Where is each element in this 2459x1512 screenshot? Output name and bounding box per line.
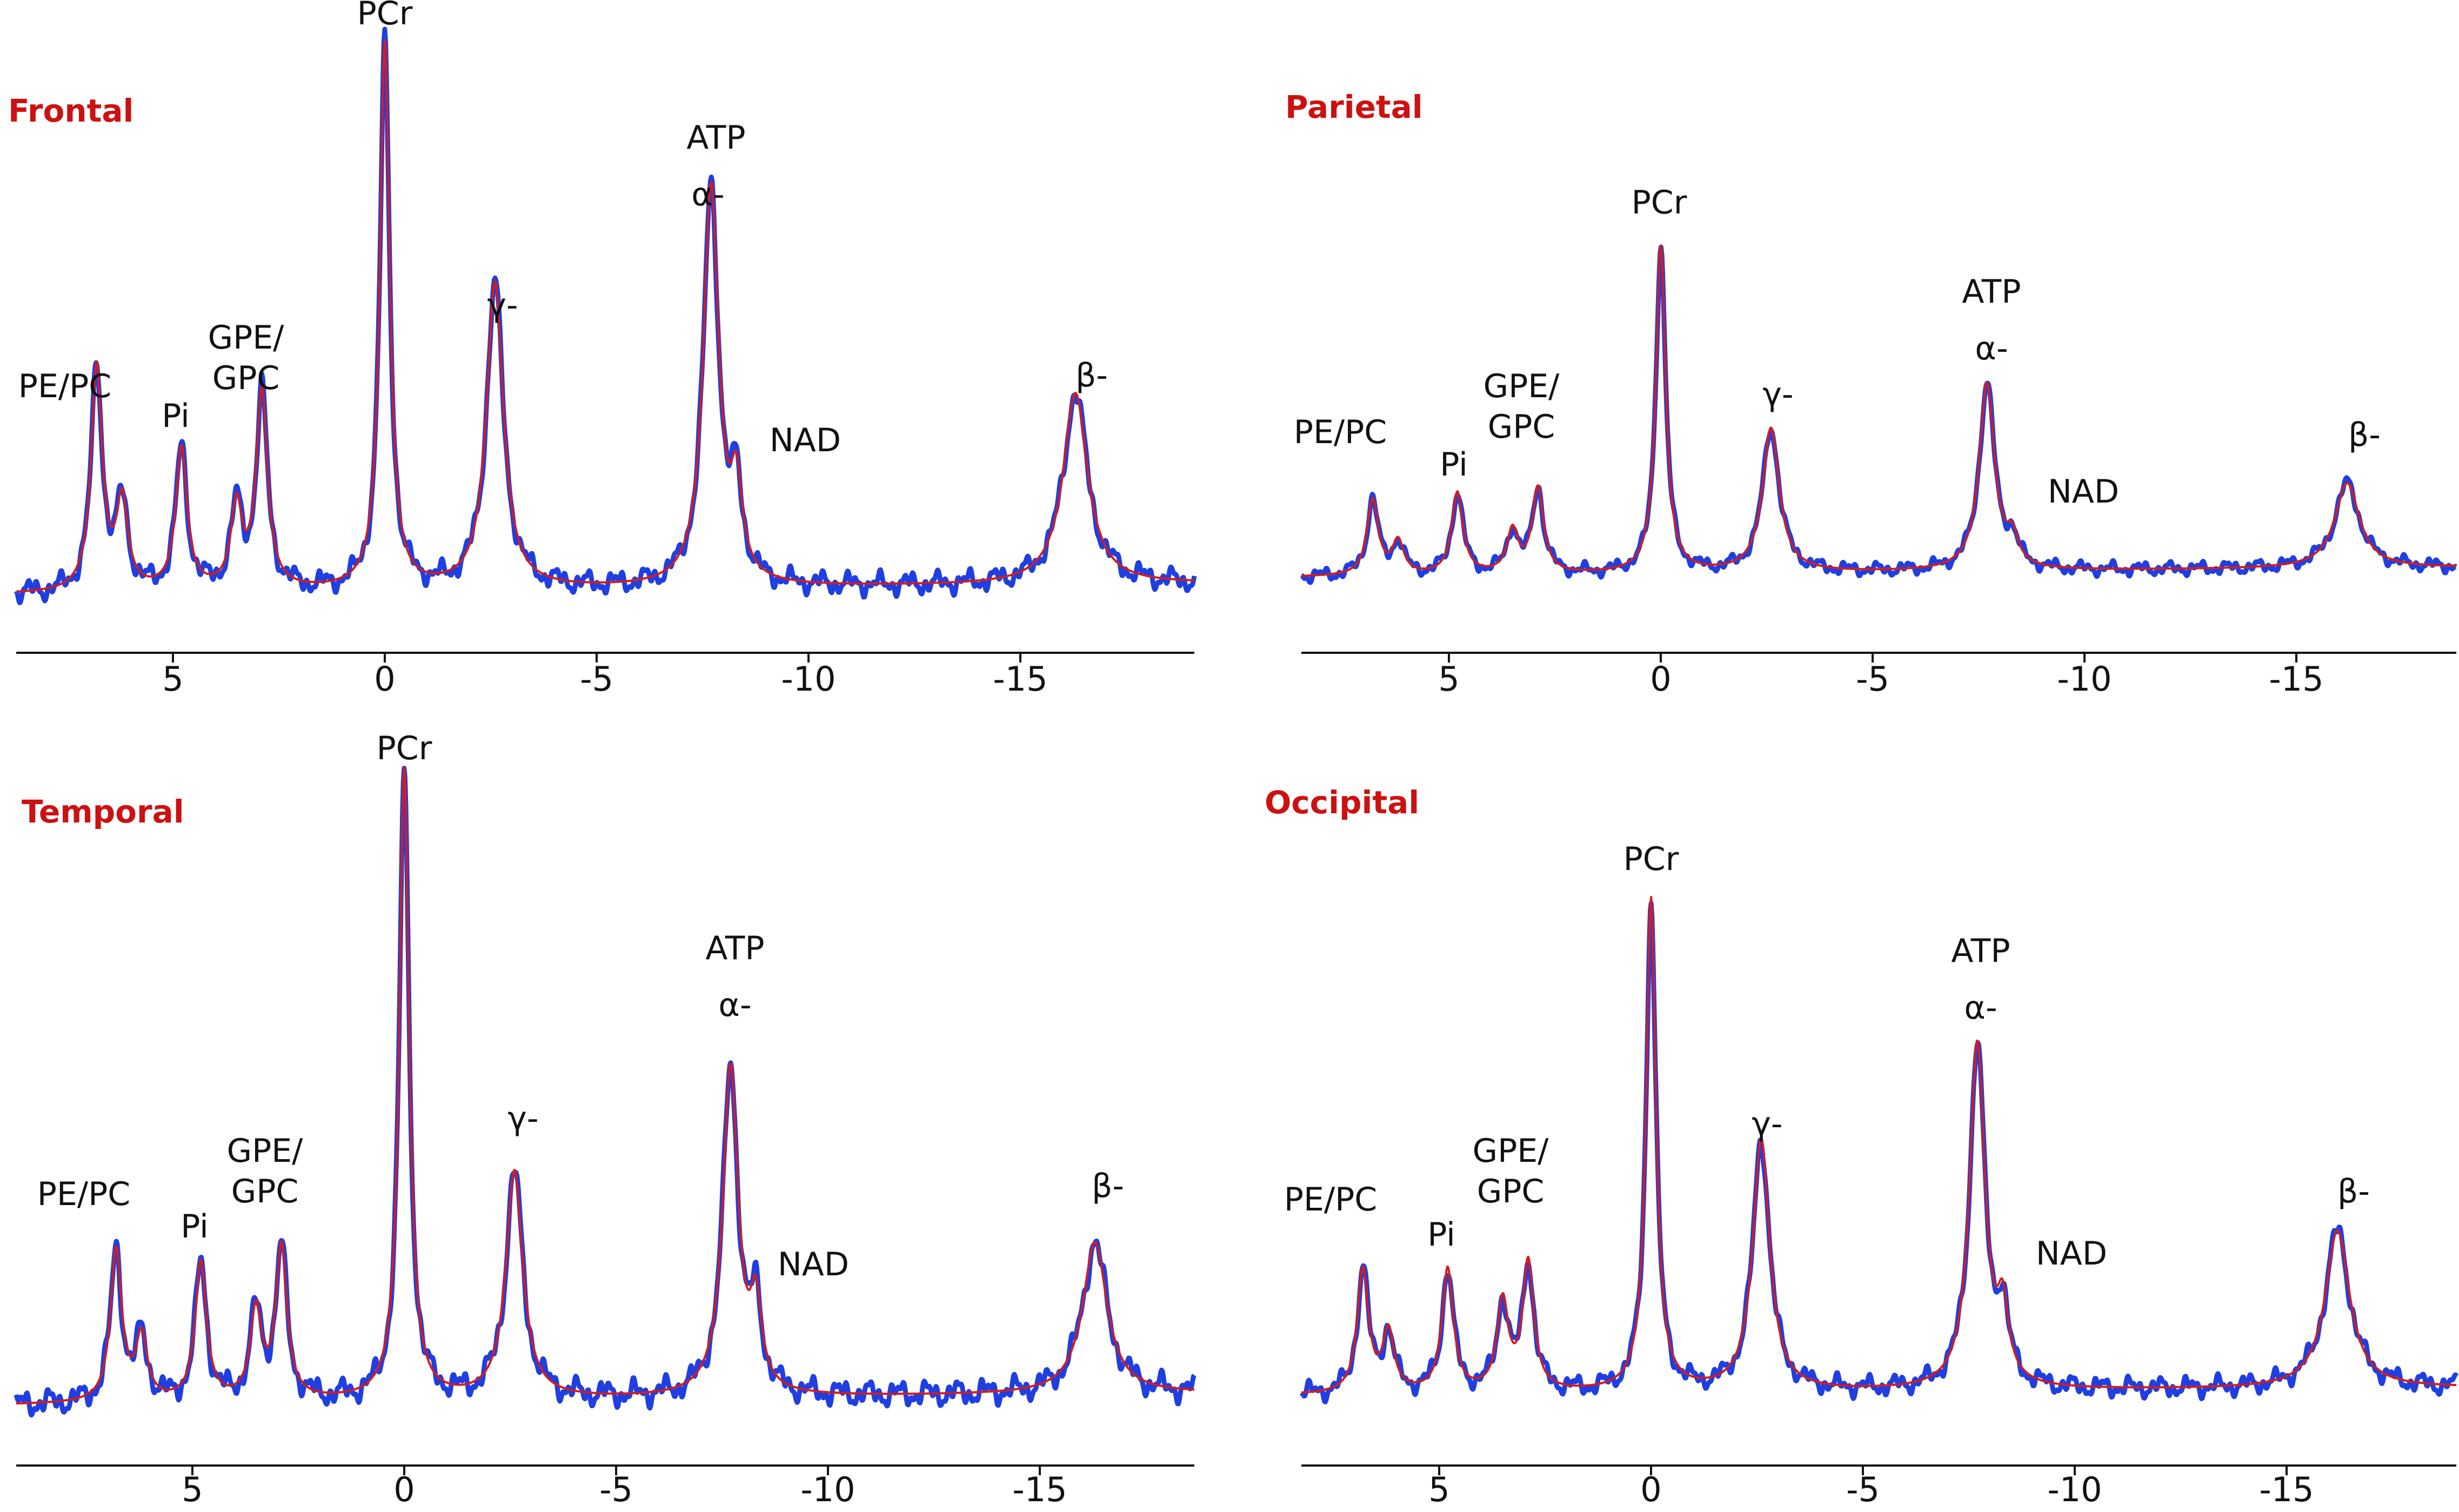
peak-label: NAD — [778, 1246, 849, 1283]
peak-label: α- — [1975, 330, 2008, 367]
peak-label: GPC — [231, 1173, 299, 1210]
peak-label: PE/PC — [18, 367, 111, 405]
peak-label: ATP — [705, 929, 764, 967]
peak-label: GPE/ — [208, 319, 285, 357]
peak-label: Pi — [1427, 1216, 1455, 1254]
x-tick-label: 5 — [182, 1470, 203, 1509]
peak-label: ATP — [686, 119, 745, 157]
x-tick-label: -15 — [1012, 1470, 1067, 1509]
peak-label: β- — [1075, 357, 1108, 394]
peak-label: β- — [2337, 1173, 2370, 1210]
x-tick-label: -15 — [993, 659, 1047, 699]
x-tick-label: 5 — [1438, 659, 1459, 699]
peak-label: Pi — [162, 397, 190, 435]
x-tick-label: 0 — [1650, 659, 1671, 699]
x-tick-label: -10 — [800, 1470, 855, 1509]
peak-label: γ- — [487, 286, 518, 324]
x-tick-label: 5 — [162, 659, 183, 699]
peak-label: γ- — [507, 1100, 538, 1138]
series-measured — [1300, 244, 2458, 585]
peak-label: α- — [1964, 989, 1997, 1027]
peak-label: GPE/ — [227, 1132, 304, 1170]
peak-label: γ- — [1762, 376, 1793, 413]
peak-label: GPC — [1488, 408, 1555, 446]
peak-label: GPE/ — [1473, 1132, 1549, 1170]
peak-label: β- — [2348, 416, 2381, 454]
peak-label: PCr — [1623, 840, 1679, 878]
x-tick-label: 0 — [1640, 1470, 1661, 1509]
peak-label: Pi — [1440, 446, 1468, 484]
peak-label: PE/PC — [1294, 413, 1387, 451]
peak-label: NAD — [2048, 473, 2119, 511]
series-fit — [1301, 244, 2457, 577]
x-tick-label: 5 — [1428, 1470, 1449, 1509]
x-tick-label: -5 — [580, 659, 613, 699]
peak-label: PCr — [377, 730, 432, 767]
peak-label: GPC — [212, 359, 280, 397]
panel-occipital: Occipital 5 0 -5 -10 -15 PCr ATP α-γ- PE/PC Pi GPE/… — [1265, 784, 2458, 1509]
x-tick-label: 0 — [374, 659, 395, 699]
series-measured — [14, 26, 1197, 605]
peak-label: NAD — [770, 422, 841, 459]
x-tick-label: -10 — [2057, 659, 2111, 699]
peak-label: PCr — [357, 0, 413, 32]
peak-label: GPE/ — [1484, 367, 1560, 405]
series-fit — [1301, 895, 2457, 1394]
panel-title: Occipital — [1265, 784, 1419, 821]
panel-frontal: Frontal 5 0 -5 -10 -15 PCr ATP α-γ- PE/PC Pi GPE/GP… — [8, 0, 1197, 699]
peak-label: α- — [718, 986, 751, 1024]
panel-title: Frontal — [8, 92, 133, 129]
peak-label: PE/PC — [37, 1175, 130, 1213]
x-tick-label: -5 — [1846, 1470, 1880, 1509]
x-tick-label: -5 — [599, 1470, 633, 1509]
x-tick-label: -15 — [2269, 659, 2323, 699]
x-tick-label: -5 — [1856, 659, 1889, 699]
panel-title: Parietal — [1285, 89, 1423, 125]
peak-label: PE/PC — [1284, 1181, 1377, 1219]
peak-label: γ- — [1752, 1105, 1782, 1143]
panel-temporal: Temporal 5 0 -5 -10 -15 PCr ATP α-γ- PE/PC Pi GPE/G… — [14, 730, 1197, 1509]
series-measured — [14, 766, 1197, 1418]
peak-label: PCr — [1632, 184, 1687, 222]
panel-parietal: Parietal 5 0 -5 -10 -15 PCr ATP α-γ- PE/PC Pi GPE/G… — [1285, 89, 2458, 699]
x-tick-label: -15 — [2259, 1470, 2314, 1509]
peak-label: GPC — [1477, 1173, 1545, 1210]
peak-label: ATP — [1951, 932, 2010, 970]
peak-label: β- — [1092, 1167, 1124, 1205]
peak-label: ATP — [1962, 273, 2021, 311]
series-fit — [16, 39, 1195, 593]
peak-label: NAD — [2036, 1235, 2107, 1273]
x-tick-label: -10 — [781, 659, 836, 699]
peak-label: α- — [691, 176, 724, 213]
x-tick-label: -10 — [2047, 1470, 2102, 1509]
x-tick-label: 0 — [393, 1470, 415, 1509]
peak-label: Pi — [181, 1208, 209, 1246]
series-fit — [16, 766, 1195, 1405]
panel-title: Temporal — [22, 793, 184, 830]
